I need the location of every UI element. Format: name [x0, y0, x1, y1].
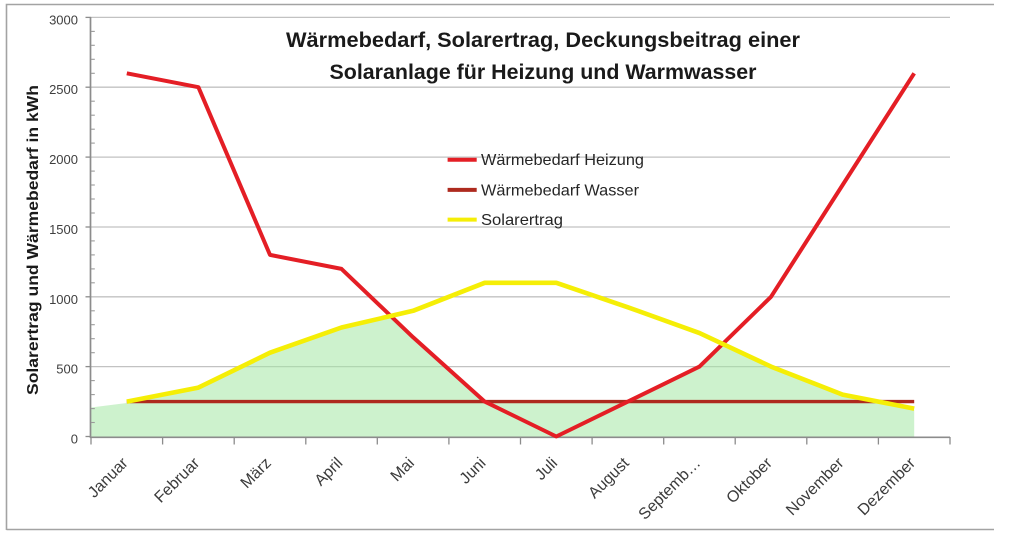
svg-text:Wärmebedarf Heizung: Wärmebedarf Heizung	[481, 152, 644, 169]
svg-text:Solarertrag: Solarertrag	[481, 212, 563, 229]
svg-text:1500: 1500	[49, 222, 78, 237]
svg-text:500: 500	[56, 362, 78, 377]
svg-text:2000: 2000	[49, 152, 78, 167]
svg-text:Solarertrag und Wärmebedarf in: Solarertrag und Wärmebedarf in kWh	[25, 85, 42, 395]
svg-text:1000: 1000	[49, 292, 78, 307]
svg-text:3000: 3000	[49, 12, 78, 27]
svg-text:Solaranlage für Heizung und Wa: Solaranlage für Heizung und Warmwasser	[330, 60, 758, 84]
svg-text:2500: 2500	[49, 82, 78, 97]
svg-text:Wärmebedarf, Solarertrag, Deck: Wärmebedarf, Solarertrag, Deckungsbeitra…	[286, 28, 801, 52]
svg-text:0: 0	[71, 432, 78, 447]
svg-text:Wärmebedarf Wasser: Wärmebedarf Wasser	[481, 182, 640, 199]
